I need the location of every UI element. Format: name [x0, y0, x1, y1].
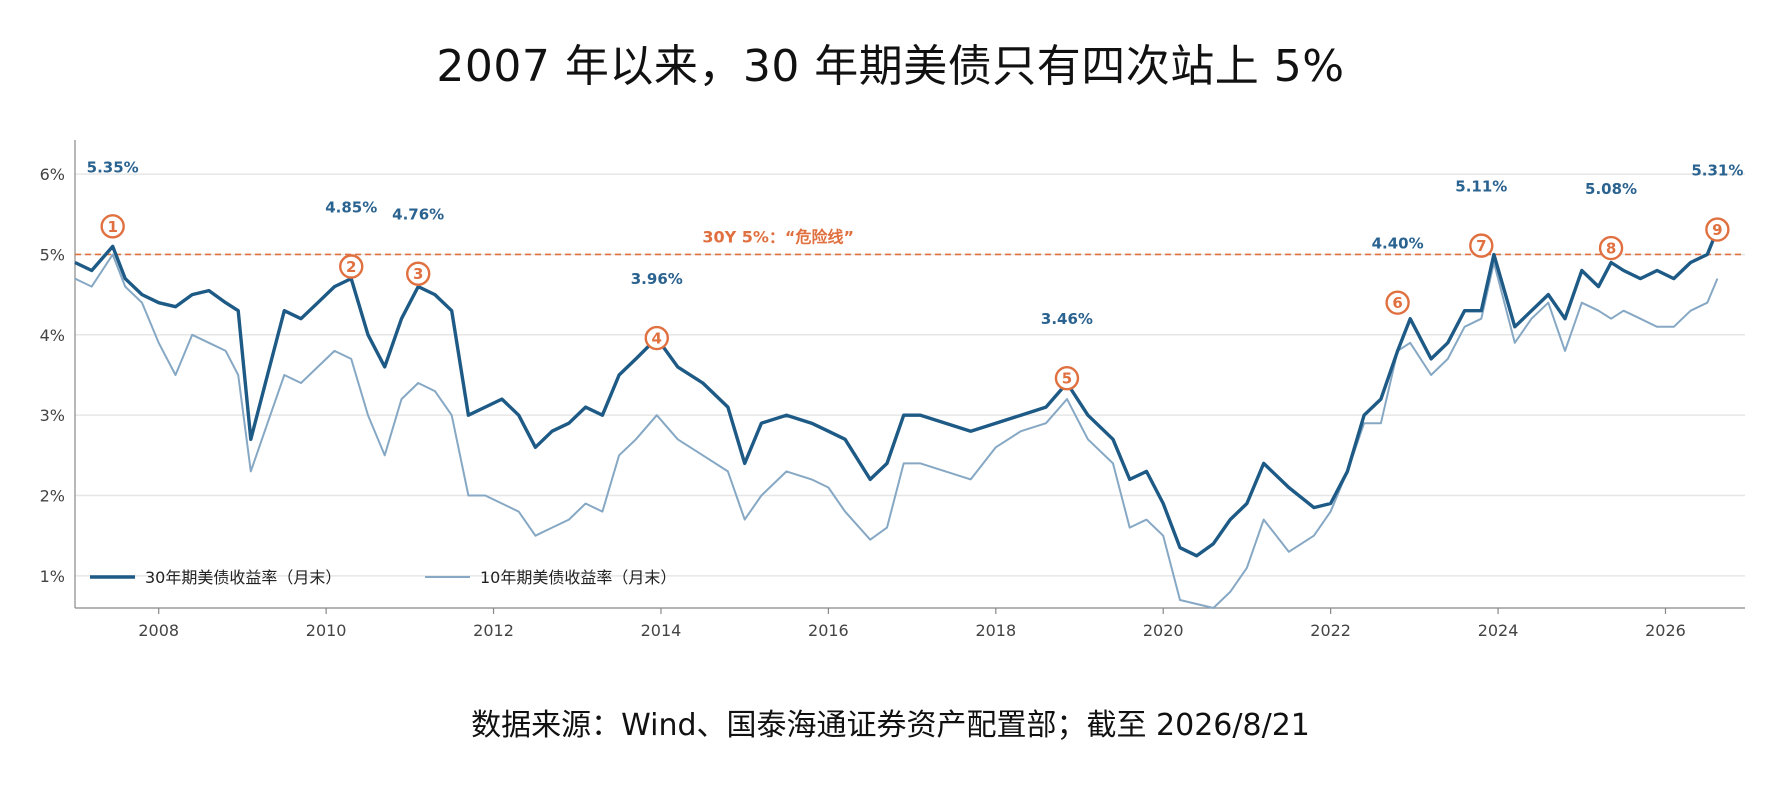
x-tick-label: 2012: [473, 621, 514, 640]
marker-number: 6: [1392, 294, 1402, 312]
danger-line-label: 30Y 5%：“危险线”: [702, 227, 854, 246]
axes: 1% 2% 3% 4% 5% 6% 2008 2010 2012 2014 2016 2018 2020…: [40, 140, 1745, 640]
series-30y-line: [74, 228, 1719, 558]
marker-8: 8 5.08%: [1585, 180, 1637, 261]
x-tick-label: 2026: [1645, 621, 1686, 640]
marker-6: 6 4.40%: [1372, 235, 1424, 315]
peak-value-label: 4.76%: [392, 206, 444, 224]
marker-circle: [1385, 290, 1410, 315]
marker-circle: [1054, 365, 1080, 391]
marker-circle: [1705, 217, 1730, 242]
marker-1: 1 5.35%: [87, 158, 139, 239]
marker-circle: [339, 254, 364, 279]
y-tick-label: 5%: [40, 245, 65, 264]
legend: 30年期美债收益率（月末） 10年期美债收益率（月末）: [90, 568, 676, 587]
marker-3: 3 4.76%: [392, 206, 444, 286]
y-tick-label: 1%: [40, 567, 65, 586]
legend-label: 30年期美债收益率（月末）: [145, 568, 341, 587]
series-10y-line: [74, 253, 1719, 609]
grid-lines: [75, 173, 1745, 577]
chart-title: 2007 年以来，30 年期美债只有四次站上 5%: [436, 41, 1345, 92]
marker-7: 7 5.11%: [1455, 178, 1507, 258]
legend-item-10y: 10年期美债收益率（月末）: [425, 568, 676, 587]
marker-4: 4 3.96%: [631, 270, 683, 351]
peak-value-label: 5.35%: [87, 158, 139, 176]
series-lines: [74, 228, 1719, 609]
x-tick-label: 2024: [1478, 621, 1519, 640]
y-tick-label: 3%: [40, 406, 65, 425]
source-note: 数据来源：Wind、国泰海通证券资产配置部；截至 2026/8/21: [471, 708, 1310, 743]
x-tick-label: 2018: [975, 621, 1016, 640]
marker-number: 5: [1062, 370, 1072, 388]
marker-circle: [1598, 235, 1624, 261]
x-tick-label: 2022: [1310, 621, 1351, 640]
marker-number: 4: [652, 330, 662, 348]
y-tick-label: 2%: [40, 487, 65, 506]
peak-value-label: 3.96%: [631, 270, 683, 288]
marker-5: 5 3.46%: [1041, 310, 1093, 391]
marker-circle: [100, 214, 125, 239]
marker-circle: [644, 325, 669, 351]
marker-number: 9: [1712, 221, 1722, 239]
y-tick-label: 6%: [40, 165, 65, 184]
marker-circle: [1469, 233, 1494, 258]
peak-markers: 1 5.35% 2 4.85% 3 4.76% 4 3.96% 5 3.46% 6 4.40% 7 5.1…: [87, 158, 1743, 391]
x-tick-label: 2014: [641, 621, 682, 640]
marker-9: 9 5.31%: [1691, 162, 1743, 242]
peak-value-label: 3.46%: [1041, 310, 1093, 328]
marker-number: 3: [413, 265, 423, 283]
marker-number: 2: [346, 258, 356, 276]
marker-2: 2 4.85%: [325, 199, 377, 279]
x-tick-label: 2020: [1143, 621, 1184, 640]
marker-circle: [406, 261, 431, 286]
danger-line: 30Y 5%：“危险线”: [75, 227, 1745, 256]
y-tick-label: 4%: [40, 326, 65, 345]
marker-number: 8: [1606, 240, 1616, 258]
peak-value-label: 5.11%: [1455, 178, 1507, 196]
peak-value-label: 5.08%: [1585, 180, 1637, 198]
peak-value-label: 5.31%: [1691, 162, 1743, 180]
marker-number: 1: [107, 218, 117, 236]
legend-item-30y: 30年期美债收益率（月末）: [90, 568, 341, 587]
marker-number: 7: [1476, 237, 1486, 255]
x-tick-label: 2010: [306, 621, 347, 640]
peak-value-label: 4.85%: [325, 199, 377, 217]
x-tick-label: 2016: [808, 621, 849, 640]
peak-value-label: 4.40%: [1372, 235, 1424, 253]
legend-label: 10年期美债收益率（月末）: [480, 568, 676, 587]
x-tick-label: 2008: [138, 621, 179, 640]
